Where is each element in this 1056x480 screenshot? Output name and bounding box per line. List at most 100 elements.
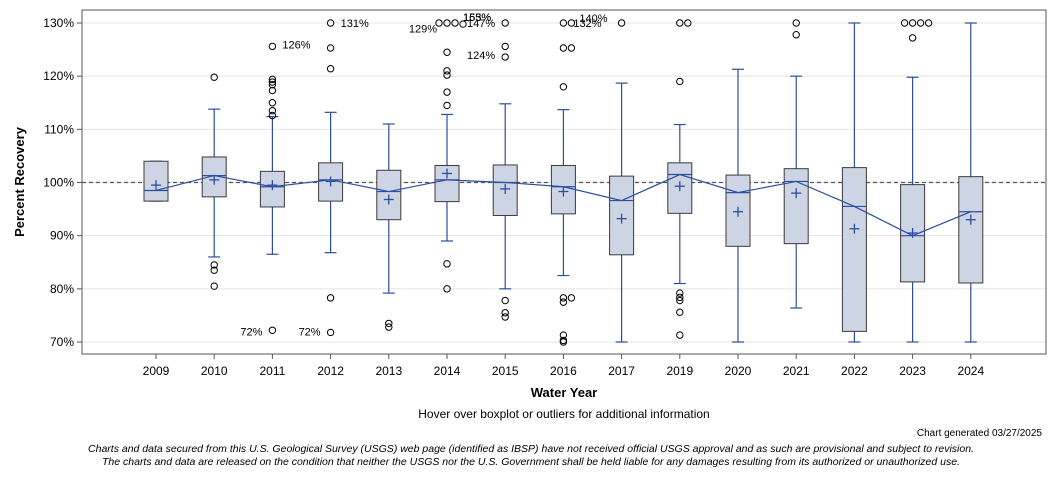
boxplot-2013[interactable]	[376, 123, 402, 294]
x-tick-label-2019: 2019	[666, 364, 693, 378]
outlier-2023-4[interactable]	[908, 34, 917, 42]
outlier-2012-1[interactable]	[326, 44, 335, 52]
y-tick-label-120: 120%	[43, 69, 74, 83]
outlier-2019-3[interactable]	[676, 289, 684, 297]
outlier-2015-0[interactable]	[501, 19, 509, 27]
x-tick-label-2009: 2009	[143, 364, 170, 378]
outlier-2012-0[interactable]	[326, 19, 335, 27]
outlier-series[interactable]	[210, 19, 933, 346]
x-tick-label-2022: 2022	[841, 364, 868, 378]
outlier-2016-0[interactable]	[559, 19, 568, 27]
hover-note: Hover over boxplot or outliers for addit…	[418, 407, 710, 421]
outlier-2010-2[interactable]	[210, 266, 218, 274]
annotation-2012-2: 131%	[341, 18, 369, 30]
outlier-2015-4[interactable]	[501, 309, 509, 317]
boxplot-2014[interactable]	[434, 113, 460, 242]
boxplot-2023[interactable]	[900, 76, 926, 343]
y-tick-label-100: 100%	[43, 176, 74, 190]
outlier-2015-5[interactable]	[501, 313, 509, 321]
boxplot-2015[interactable]	[492, 103, 518, 290]
chart-generated-date: Chart generated 03/27/2025	[916, 428, 1042, 439]
y-tick-label-90: 90%	[50, 229, 74, 243]
outlier-2019-6[interactable]	[676, 308, 684, 316]
outlier-2023-3[interactable]	[924, 19, 933, 27]
box-2021[interactable]	[783, 168, 809, 245]
outlier-2014-9[interactable]	[443, 260, 451, 268]
outlier-2016-7[interactable]	[559, 298, 568, 306]
outlier-2019-7[interactable]	[676, 331, 684, 339]
outlier-2011-0[interactable]	[268, 42, 277, 51]
outlier-2016-3[interactable]	[567, 44, 576, 52]
outlier-2017-0[interactable]	[617, 19, 626, 27]
outlier-2015-1[interactable]	[501, 42, 509, 51]
outlier-2021-1[interactable]	[792, 30, 800, 39]
outlier-2014-6[interactable]	[443, 71, 451, 79]
outlier-2023-1[interactable]	[916, 19, 925, 27]
boxplot-2009[interactable]	[143, 160, 169, 202]
outlier-2016-5[interactable]	[559, 294, 568, 302]
outlier-2014-8[interactable]	[443, 101, 451, 110]
outlier-2015-3[interactable]	[501, 296, 509, 305]
outlier-2019-5[interactable]	[676, 296, 684, 305]
annotation-2015-6: 155%	[463, 12, 491, 24]
outlier-2010-3[interactable]	[210, 282, 218, 290]
outlier-2016-4[interactable]	[559, 83, 568, 91]
x-tick-label-2015: 2015	[492, 364, 519, 378]
disclaimer-line-1: Charts and data secured from this U.S. G…	[88, 443, 974, 455]
outlier-2013-0[interactable]	[385, 319, 393, 328]
outlier-2021-0[interactable]	[792, 19, 800, 27]
outlier-2011-8[interactable]	[268, 326, 277, 335]
outlier-2012-3[interactable]	[326, 294, 335, 302]
outlier-2014-5[interactable]	[443, 67, 451, 75]
outlier-2011-3[interactable]	[268, 80, 277, 89]
outlier-2014-0[interactable]	[443, 19, 451, 27]
boxplot-2024[interactable]	[958, 22, 984, 343]
outlier-2016-6[interactable]	[567, 294, 576, 302]
outlier-2019-4[interactable]	[676, 293, 684, 302]
y-axis-label: Percent Recovery	[12, 126, 27, 237]
annotation-2012-3: 72%	[299, 326, 321, 338]
outlier-2011-5[interactable]	[268, 99, 277, 107]
boxplot-2022[interactable]	[841, 22, 867, 343]
outlier-2011-1[interactable]	[268, 75, 277, 84]
x-tick-label-2010: 2010	[201, 364, 228, 378]
boxplot-2011[interactable]	[259, 115, 285, 255]
outlier-2013-1[interactable]	[385, 323, 393, 331]
outlier-2011-7[interactable]	[268, 111, 277, 120]
outlier-2010-1[interactable]	[210, 261, 218, 269]
outlier-2014-3[interactable]	[459, 20, 467, 28]
outlier-2014-7[interactable]	[443, 88, 451, 96]
boxplot-2017[interactable]	[609, 82, 635, 343]
outlier-2016-2[interactable]	[559, 44, 568, 52]
boxplot-2020[interactable]	[725, 68, 751, 343]
x-tick-label-2024: 2024	[957, 364, 984, 378]
box-2009[interactable]	[143, 160, 169, 202]
outlier-2019-0[interactable]	[676, 19, 684, 27]
y-tick-label-130: 130%	[43, 16, 74, 30]
outlier-2014-10[interactable]	[443, 285, 451, 293]
box-2022[interactable]	[841, 167, 867, 332]
x-tick-label-2013: 2013	[375, 364, 402, 378]
outlier-2016-8[interactable]	[559, 331, 568, 339]
outlier-2019-1[interactable]	[684, 19, 692, 27]
outlier-2023-0[interactable]	[908, 19, 917, 27]
outlier-2012-4[interactable]	[326, 328, 335, 337]
outlier-2014-1[interactable]	[451, 19, 459, 27]
outlier-2011-6[interactable]	[268, 107, 277, 115]
outlier-2023-2[interactable]	[900, 19, 909, 27]
x-tick-label-2016: 2016	[550, 364, 577, 378]
outlier-2010-0[interactable]	[210, 73, 218, 81]
outlier-2012-2[interactable]	[326, 65, 335, 73]
x-axis-ticks: 2009 2010 2011 2012 2013 2014 2015 2016 2017 2019…	[143, 354, 984, 378]
outlier-2011-2[interactable]	[268, 78, 277, 86]
box-2024[interactable]	[958, 176, 984, 284]
outlier-2015-2[interactable]	[501, 53, 509, 61]
boxplot-2019[interactable]	[667, 123, 693, 285]
outlier-2011-4[interactable]	[268, 86, 277, 95]
outlier-2016-1[interactable]	[567, 19, 576, 27]
outlier-2014-4[interactable]	[443, 48, 451, 56]
outlier-2016-10[interactable]	[559, 338, 568, 346]
annotation-2014-4: 129%	[409, 23, 437, 35]
outlier-2019-2[interactable]	[676, 77, 684, 86]
outlier-2014-2[interactable]	[435, 19, 443, 27]
